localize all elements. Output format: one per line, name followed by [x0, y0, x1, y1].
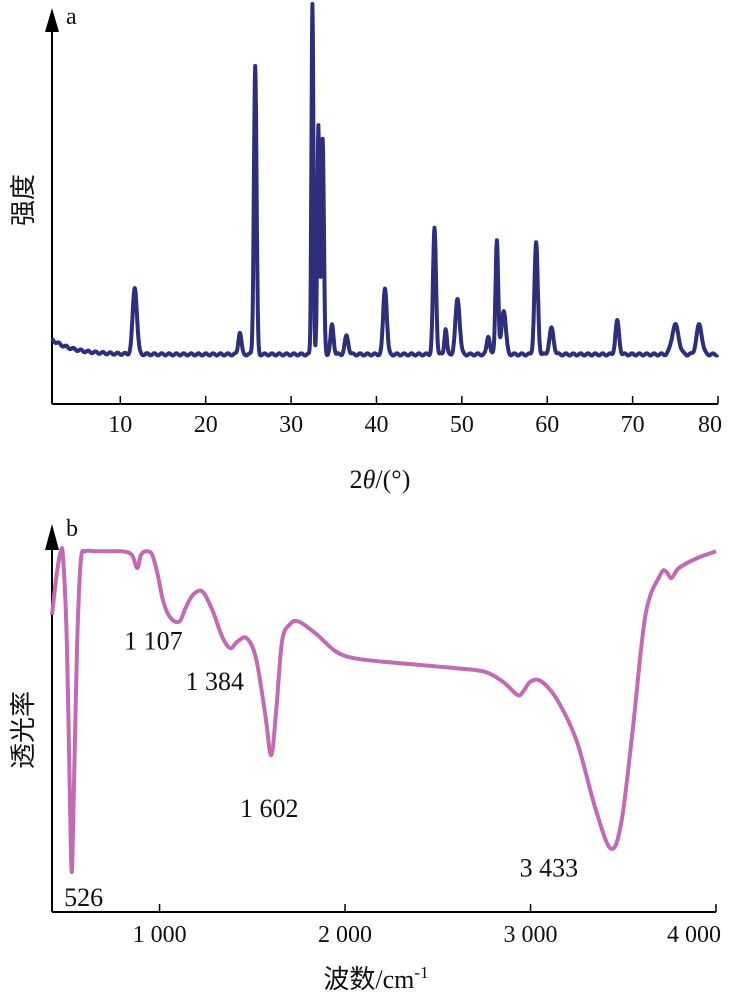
xrd-x-tick-label: 80 — [698, 412, 722, 438]
xrd-x-tick-label: 10 — [108, 412, 132, 438]
ftir-x-tick-label: 1 000 — [133, 922, 187, 948]
xrd-series-line — [50, 2, 720, 358]
xrd-y-axis-arrow — [45, 8, 59, 32]
xrd-x-tick-label: 40 — [364, 412, 388, 438]
xrd-x-tick-label: 60 — [535, 412, 559, 438]
xrd-panel-label: a — [66, 4, 77, 30]
xrd-x-tick-label: 70 — [621, 412, 645, 438]
xrd-x-tick-label: 50 — [450, 412, 474, 438]
ftir-x-tick-label: 2 000 — [318, 922, 372, 948]
xrd-x-axis-title-theta: θ — [363, 465, 376, 494]
ftir-x-axis-title: 波数/cm-1 — [323, 963, 428, 994]
ftir-x-tick-label: 3 000 — [504, 922, 558, 948]
ftir-peak-label: 1 384 — [186, 667, 245, 696]
xrd-y-axis-title: 强度 — [9, 174, 38, 226]
ftir-x-ticks: 1 000 2 000 3 000 4 000 — [133, 904, 721, 948]
ftir-series-line — [50, 546, 717, 875]
ftir-x-axis-title-main: 波数/cm — [323, 965, 414, 994]
ftir-peak-label: 1 107 — [124, 626, 183, 655]
xrd-x-axis-title-main: 2 — [350, 465, 363, 494]
ftir-y-axis-title: 透光率 — [9, 691, 38, 769]
ftir-x-axis-title-sup: -1 — [414, 963, 428, 982]
xrd-x-ticks: 10 20 30 40 50 60 70 80 — [108, 396, 722, 438]
ftir-peak-label: 1 602 — [240, 794, 299, 823]
xrd-x-axis-title-unit: /(°) — [375, 465, 410, 494]
ftir-peak-label: 526 — [64, 883, 103, 912]
ftir-y-axis-arrow — [45, 524, 59, 550]
xrd-panel: 10 20 30 40 50 60 70 80 a 强度 2θ/(°) — [9, 2, 722, 494]
xrd-x-tick-label: 30 — [279, 412, 303, 438]
xrd-x-axis-title: 2θ/(°) — [350, 465, 411, 494]
ftir-peak-label: 3 433 — [520, 854, 579, 883]
ftir-panel-label: b — [66, 516, 78, 542]
ftir-x-tick-label: 4 000 — [667, 922, 721, 948]
xrd-x-tick-label: 20 — [194, 412, 218, 438]
